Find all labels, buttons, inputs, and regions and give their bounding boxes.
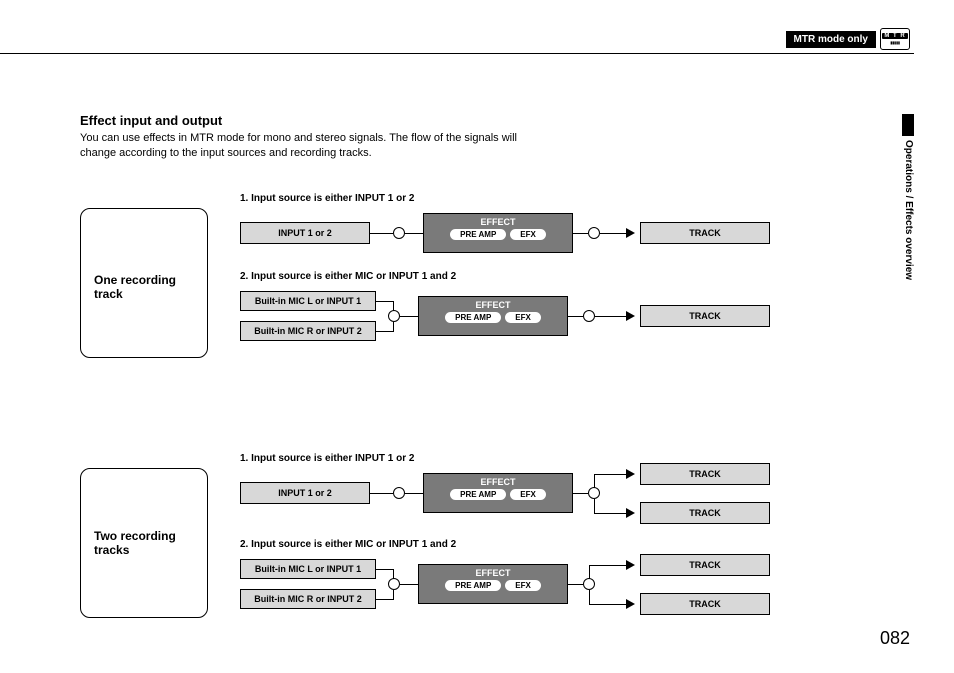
wire: [589, 604, 628, 605]
input-a: Built-in MIC L or INPUT 1: [240, 559, 376, 579]
side-tab-marker: [902, 114, 914, 136]
label-one-track: One recording track: [94, 273, 204, 302]
track-box-b: TRACK: [640, 593, 770, 615]
wire: [568, 584, 583, 585]
wire: [573, 233, 588, 234]
wire: [589, 565, 590, 579]
effect-pills: PRE AMP EFX: [450, 489, 546, 500]
input-b: Built-in MIC R or INPUT 2: [240, 589, 376, 609]
mtr-logo-top: M T R: [882, 33, 907, 39]
wire: [370, 493, 393, 494]
flow-node: [393, 227, 405, 239]
page-content: Effect input and output You can use effe…: [80, 113, 870, 633]
wire: [376, 599, 393, 600]
wire: [393, 590, 394, 600]
side-section-title: Operations / Effects overview: [900, 140, 914, 280]
efx-pill: EFX: [505, 312, 541, 323]
wire: [405, 493, 423, 494]
effect-pills: PRE AMP EFX: [445, 580, 541, 591]
wire: [594, 499, 595, 513]
input-b: Built-in MIC R or INPUT 2: [240, 321, 376, 341]
wire: [594, 513, 628, 514]
wire: [594, 474, 628, 475]
section-heading: Effect input and output: [80, 113, 870, 128]
sub-1-1: 1. Input source is either INPUT 1 or 2: [240, 193, 415, 204]
wire: [376, 331, 393, 332]
sub-1-2: 2. Input source is either MIC or INPUT 1…: [240, 271, 456, 282]
preamp-pill: PRE AMP: [445, 312, 501, 323]
preamp-pill: PRE AMP: [450, 489, 506, 500]
effect-box: EFFECT PRE AMP EFX: [418, 296, 568, 336]
wire: [568, 316, 583, 317]
wire: [400, 584, 418, 585]
flow-node: [388, 310, 400, 322]
wire: [376, 301, 393, 302]
track-box-b: TRACK: [640, 502, 770, 524]
section-one-track: One recording track 1. Input source is e…: [80, 193, 870, 373]
mtr-mode-badge: MTR mode only: [786, 31, 876, 48]
effect-box: EFFECT PRE AMP EFX: [423, 213, 573, 253]
preamp-pill: PRE AMP: [450, 229, 506, 240]
efx-pill: EFX: [505, 580, 541, 591]
wire: [405, 233, 423, 234]
page-number: 082: [880, 628, 910, 649]
label-two-tracks: Two recording tracks: [94, 529, 204, 558]
efx-pill: EFX: [510, 489, 546, 500]
effect-box: EFFECT PRE AMP EFX: [418, 564, 568, 604]
efx-pill: EFX: [510, 229, 546, 240]
wire: [589, 565, 628, 566]
wire: [594, 474, 595, 488]
wire: [393, 322, 394, 332]
wire: [595, 316, 628, 317]
track-box-a: TRACK: [640, 554, 770, 576]
arrow-icon: [626, 560, 635, 570]
arrow-icon: [626, 469, 635, 479]
effect-title: EFFECT: [476, 300, 511, 310]
wire: [370, 233, 393, 234]
track-box: TRACK: [640, 305, 770, 327]
intro-text-1: You can use effects in MTR mode for mono…: [80, 131, 870, 146]
arrow-icon: [626, 599, 635, 609]
wire: [400, 316, 418, 317]
flow-node: [393, 487, 405, 499]
effect-pills: PRE AMP EFX: [445, 312, 541, 323]
wire: [589, 590, 590, 604]
track-box-a: TRACK: [640, 463, 770, 485]
flow-node: [583, 310, 595, 322]
flow-node: [388, 578, 400, 590]
wire: [376, 569, 393, 570]
flow-node: [588, 487, 600, 499]
input-a: Built-in MIC L or INPUT 1: [240, 291, 376, 311]
effect-title: EFFECT: [476, 568, 511, 578]
track-box: TRACK: [640, 222, 770, 244]
input-box: INPUT 1 or 2: [240, 222, 370, 244]
input-box: INPUT 1 or 2: [240, 482, 370, 504]
arrow-icon: [626, 508, 635, 518]
effect-title: EFFECT: [481, 477, 516, 487]
arrow-icon: [626, 228, 635, 238]
intro-text-2: change according to the input sources an…: [80, 146, 870, 161]
effect-pills: PRE AMP EFX: [450, 229, 546, 240]
horizontal-rule: [0, 53, 914, 54]
sub-2-1: 1. Input source is either INPUT 1 or 2: [240, 453, 415, 464]
wire: [600, 233, 628, 234]
arrow-icon: [626, 311, 635, 321]
section-two-tracks: Two recording tracks 1. Input source is …: [80, 453, 870, 633]
mtr-logo-bottom: ▮▮▮▮▮: [890, 40, 900, 45]
flow-node: [588, 227, 600, 239]
preamp-pill: PRE AMP: [445, 580, 501, 591]
sub-2-2: 2. Input source is either MIC or INPUT 1…: [240, 539, 456, 550]
mtr-logo-icon: M T R ▮▮▮▮▮: [880, 28, 910, 50]
effect-box: EFFECT PRE AMP EFX: [423, 473, 573, 513]
flow-node: [583, 578, 595, 590]
wire: [573, 493, 588, 494]
effect-title: EFFECT: [481, 217, 516, 227]
